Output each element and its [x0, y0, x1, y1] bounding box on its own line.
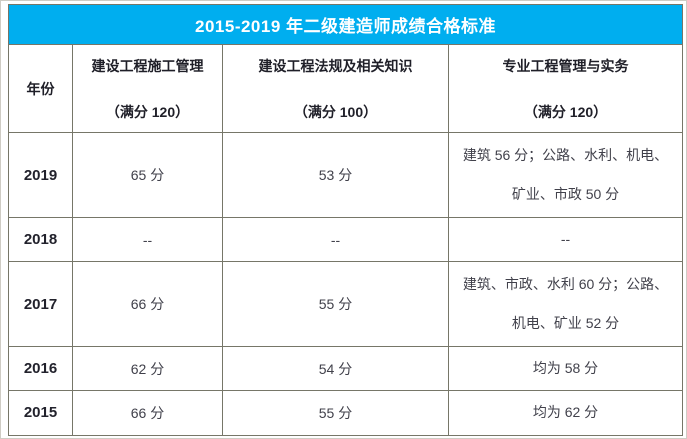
- regulations-score-cell: 55 分: [222, 390, 449, 436]
- practice-score-cell: 建筑、市政、水利 60 分；公路、 机电、矿业 52 分: [447, 261, 684, 348]
- management-score-cell: --: [72, 216, 223, 263]
- column-header-regulations-maxscore: （满分 100）: [293, 103, 378, 120]
- practice-score-cell: --: [447, 216, 684, 263]
- table-title: 2015-2019 年二级建造师成绩合格标准: [7, 4, 684, 45]
- year-cell: 2016: [8, 346, 73, 392]
- practice-score-cell: 均为 58 分: [447, 346, 684, 392]
- regulations-score-cell: 54 分: [222, 346, 449, 392]
- table-row-2018: 2018 -- -- --: [8, 216, 684, 263]
- table-row-2015: 2015 66 分 55 分 均为 62 分: [8, 390, 684, 436]
- table-header-row: 年份 建设工程施工管理 （满分 120） 建设工程法规及相关知识 （满分 100…: [8, 44, 684, 133]
- score-standards-table: 2015-2019 年二级建造师成绩合格标准 年份 建设工程施工管理 （满分 1…: [7, 4, 684, 436]
- column-header-year: 年份: [8, 44, 73, 133]
- management-score-cell: 66 分: [72, 390, 223, 436]
- regulations-score-cell: 53 分: [222, 132, 449, 218]
- regulations-score-cell: --: [222, 216, 449, 263]
- management-score-cell: 65 分: [72, 132, 223, 218]
- management-score-cell: 66 分: [72, 261, 223, 348]
- column-header-practice: 专业工程管理与实务 （满分 120）: [447, 44, 684, 133]
- management-score-cell: 62 分: [72, 346, 223, 392]
- column-header-practice-label: 专业工程管理与实务: [502, 57, 629, 74]
- column-header-management-maxscore: （满分 120）: [105, 103, 190, 120]
- year-cell: 2019: [8, 132, 73, 218]
- regulations-score-cell: 55 分: [222, 261, 449, 348]
- column-header-year-label: 年份: [26, 80, 55, 97]
- practice-score-cell: 均为 62 分: [447, 390, 684, 436]
- column-header-regulations: 建设工程法规及相关知识 （满分 100）: [222, 44, 449, 133]
- table-title-row: 2015-2019 年二级建造师成绩合格标准: [7, 4, 684, 45]
- year-cell: 2018: [8, 216, 73, 263]
- column-header-regulations-label: 建设工程法规及相关知识: [258, 57, 413, 74]
- column-header-management: 建设工程施工管理 （满分 120）: [72, 44, 223, 133]
- year-cell: 2017: [8, 261, 73, 348]
- table-row-2017: 2017 66 分 55 分 建筑、市政、水利 60 分；公路、 机电、矿业 5…: [8, 261, 684, 348]
- table-row-2019: 2019 65 分 53 分 建筑 56 分；公路、水利、机电、 矿业、市政 5…: [8, 132, 684, 218]
- column-header-practice-maxscore: （满分 120）: [523, 103, 608, 120]
- practice-score-cell: 建筑 56 分；公路、水利、机电、 矿业、市政 50 分: [447, 132, 684, 218]
- column-header-management-label: 建设工程施工管理: [91, 57, 204, 74]
- year-cell: 2015: [8, 390, 73, 436]
- table-row-2016: 2016 62 分 54 分 均为 58 分: [8, 346, 684, 392]
